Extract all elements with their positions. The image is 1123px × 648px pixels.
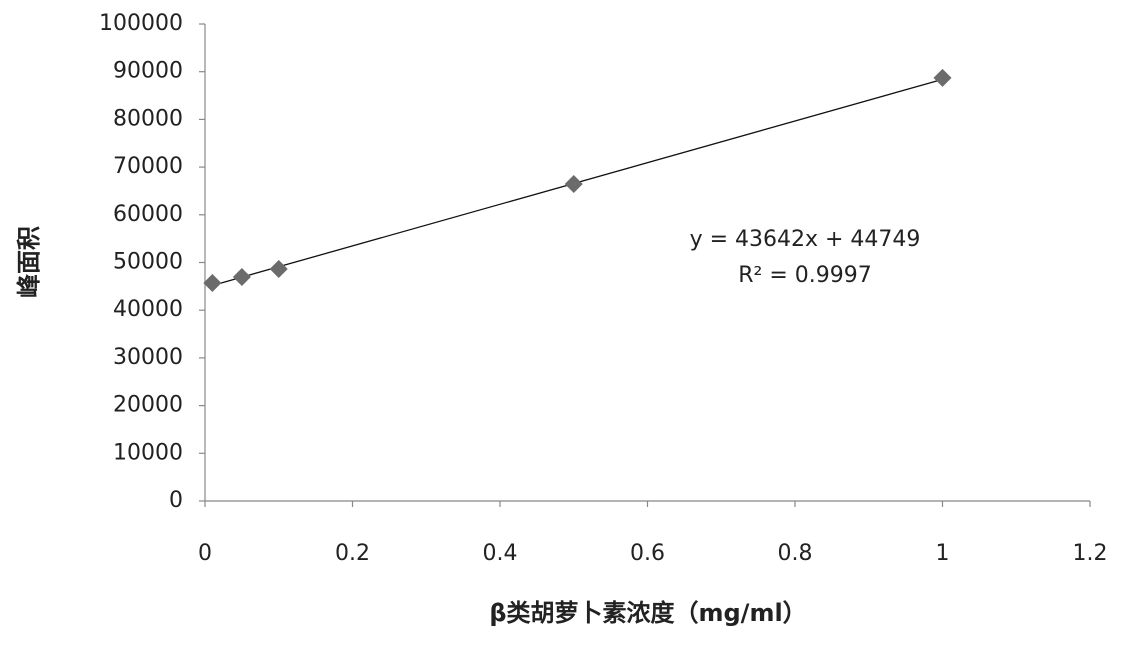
point bbox=[203, 274, 221, 292]
point bbox=[270, 260, 288, 278]
y-tick-label: 0 bbox=[169, 488, 183, 513]
x-axis-title: β类胡萝卜素浓度（mg/ml） bbox=[489, 599, 806, 627]
x-tick-label: 0.8 bbox=[778, 541, 813, 566]
x-tick-label: 0 bbox=[198, 541, 212, 566]
x-tick-label: 0.6 bbox=[630, 541, 665, 566]
x-tick-label: 0.4 bbox=[483, 541, 518, 566]
trend-equation: y = 43642x + 44749 bbox=[690, 227, 921, 252]
point bbox=[934, 69, 952, 87]
y-tick-label: 30000 bbox=[113, 345, 183, 370]
y-tick-label: 70000 bbox=[113, 154, 183, 179]
y-axis-title: 峰面积 bbox=[15, 226, 43, 298]
y-tick-label: 100000 bbox=[99, 11, 183, 36]
x-tick-label: 0.2 bbox=[335, 541, 370, 566]
x-tick-label: 1.2 bbox=[1073, 541, 1108, 566]
y-tick-label: 80000 bbox=[113, 106, 183, 131]
point bbox=[233, 268, 251, 286]
x-tick-label: 1 bbox=[936, 541, 950, 566]
point bbox=[565, 175, 583, 193]
y-tick-label: 40000 bbox=[113, 297, 183, 322]
y-tick-label: 60000 bbox=[113, 202, 183, 227]
trend-r2: R² = 0.9997 bbox=[738, 263, 872, 288]
y-tick-label: 20000 bbox=[113, 393, 183, 418]
y-tick-label: 50000 bbox=[113, 250, 183, 275]
y-tick-label: 90000 bbox=[113, 59, 183, 84]
y-tick-label: 10000 bbox=[113, 440, 183, 465]
